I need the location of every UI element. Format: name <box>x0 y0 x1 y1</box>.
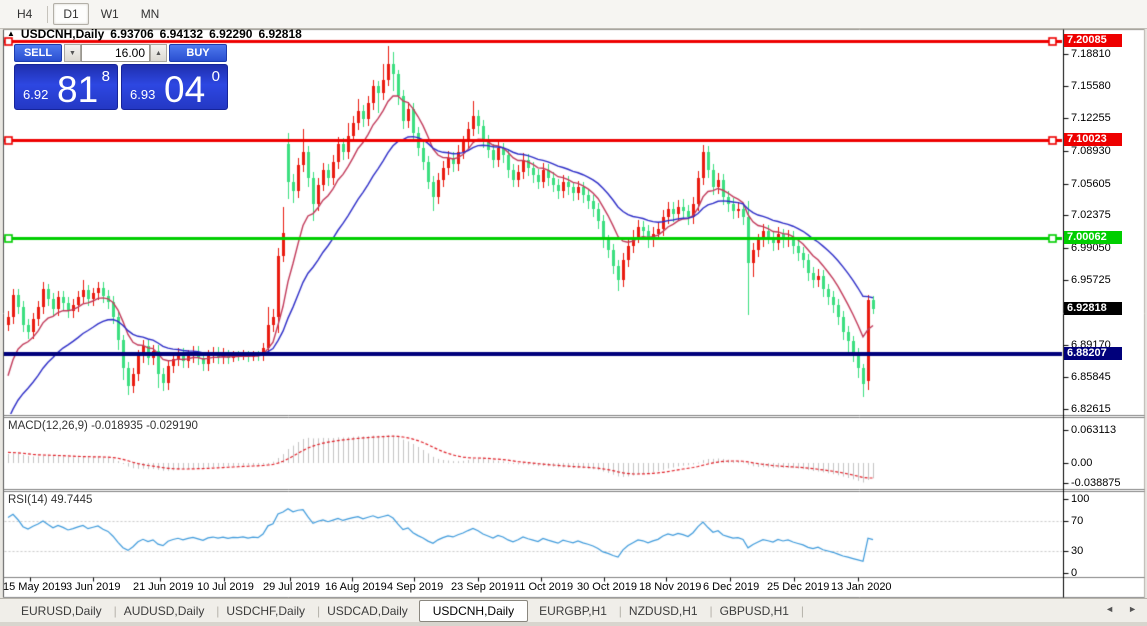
tab-eurgbp-h1[interactable]: EURGBP,H1 <box>528 601 622 621</box>
volume-increase-button[interactable]: ▲ <box>150 44 167 62</box>
chart-header: ▲ USDCNH,Daily 6.93706 6.94132 6.92290 6… <box>7 27 302 41</box>
high-value: 6.94132 <box>159 27 204 41</box>
tab-nzdusd-h1[interactable]: NZDUSD,H1 <box>618 601 712 621</box>
ask-price-pip: 0 <box>211 68 220 85</box>
rsi-value: 49.7445 <box>50 494 93 506</box>
sell-button[interactable]: SELL <box>14 44 62 62</box>
ask-price-main: 04 <box>164 69 206 110</box>
bid-price-pip: 8 <box>101 68 110 85</box>
tab-scroll-right-icon[interactable]: ► <box>1128 604 1137 614</box>
chart-tab-bar: EURUSD,DailyAUDUSD,DailyUSDCHF,DailyUSDC… <box>0 598 1147 622</box>
ask-price-prefix: 6.93 <box>130 87 156 102</box>
volume-input[interactable] <box>81 44 150 62</box>
tab-gbpusd-h1[interactable]: GBPUSD,H1 <box>709 601 805 621</box>
close-value: 6.92818 <box>258 27 302 41</box>
tab-usdchf-daily[interactable]: USDCHF,Daily <box>215 601 319 621</box>
volume-decrease-button[interactable]: ▼ <box>64 44 81 62</box>
tab-scroll-arrows: ◄ ► <box>1105 604 1137 614</box>
rsi-name: RSI(14) <box>8 494 48 506</box>
symbol-period-label: USDCNH,Daily <box>20 27 105 41</box>
open-value: 6.93706 <box>110 27 154 41</box>
buy-price-button[interactable]: 6.93 04 0 <box>121 64 228 110</box>
buy-button[interactable]: BUY <box>169 44 227 62</box>
low-value: 6.92290 <box>209 27 253 41</box>
sell-price-button[interactable]: 6.92 81 8 <box>14 64 118 110</box>
tab-scroll-left-icon[interactable]: ◄ <box>1105 604 1115 614</box>
tab-usdcad-daily[interactable]: USDCAD,Daily <box>316 601 422 621</box>
rsi-indicator-label: RSI(14) 49.7445 <box>8 494 92 506</box>
bottom-edge <box>0 622 1147 626</box>
tab-eurusd-daily[interactable]: EURUSD,Daily <box>10 601 116 621</box>
bid-price-prefix: 6.92 <box>23 87 49 102</box>
tab-usdcnh-daily[interactable]: USDCNH,Daily <box>418 599 529 622</box>
one-click-trade-panel: SELL ▼ ▲ BUY 6.92 81 8 6.93 04 0 <box>14 44 228 110</box>
bid-price-main: 81 <box>57 69 99 110</box>
macd-name: MACD(12,26,9) <box>8 420 88 432</box>
expand-icon[interactable]: ▲ <box>7 29 15 38</box>
macd-indicator-label: MACD(12,26,9) -0.018935 -0.029190 <box>8 420 198 432</box>
macd-values: -0.018935 -0.029190 <box>91 420 198 432</box>
tab-audusd-daily[interactable]: AUDUSD,Daily <box>113 601 219 621</box>
